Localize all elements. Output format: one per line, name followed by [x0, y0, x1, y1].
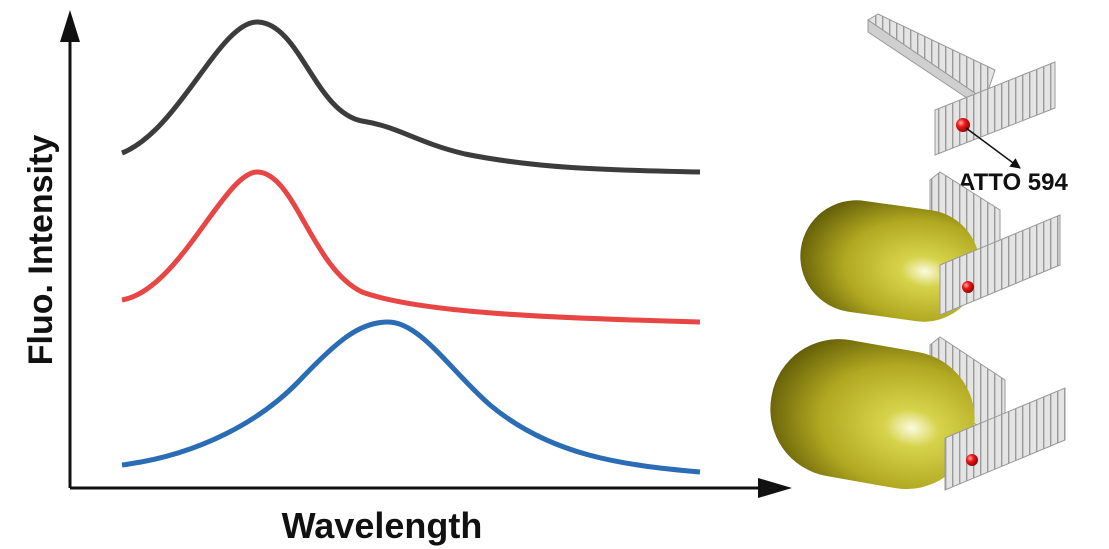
- axes: [60, 10, 792, 498]
- y-arrow: [60, 10, 80, 42]
- pointer-arrow: [966, 128, 1020, 168]
- nanorod-structure: [760, 328, 1065, 500]
- figure: Fluo. Intensity Wavelength ATTO 594: [0, 0, 1109, 549]
- spectrum-curve: [122, 322, 700, 472]
- origami-plate: [868, 14, 995, 100]
- x-axis-label: Wavelength: [282, 505, 483, 546]
- spectrum-curve: [122, 172, 700, 322]
- x-arrow: [758, 478, 792, 498]
- y-axis-label: Fluo. Intensity: [22, 135, 60, 366]
- dye: [962, 281, 974, 293]
- annotation: ATTO 594: [958, 169, 1068, 196]
- origami-structure: [868, 14, 1055, 168]
- spectrum-curve: [122, 22, 700, 172]
- dye: [966, 454, 978, 466]
